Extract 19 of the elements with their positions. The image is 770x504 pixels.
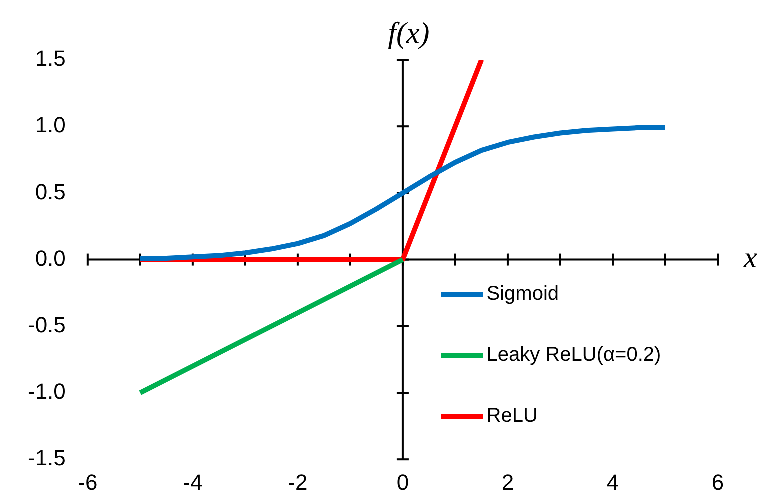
y-tick-label: 1.5 <box>35 46 66 72</box>
x-tick-label: -6 <box>78 470 98 495</box>
y-tick-label: 0.5 <box>35 179 66 204</box>
x-tick-label: -2 <box>288 470 308 495</box>
x-tick-label: 4 <box>606 470 620 495</box>
y-tick-label: -1.0 <box>28 379 66 404</box>
x-axis-title: x <box>743 242 758 275</box>
y-tick-label: 1.0 <box>35 112 66 138</box>
y-tick-label: -0.5 <box>28 312 66 338</box>
legend-label: ReLU <box>486 405 538 428</box>
legend-label: Sigmoid <box>486 283 560 306</box>
x-tick-label: 6 <box>712 470 724 495</box>
x-tick-label: -4 <box>183 470 203 495</box>
x-tick-label: 2 <box>502 470 514 495</box>
y-tick-label: 0.0 <box>35 246 66 271</box>
x-tick-label: 0 <box>396 470 410 495</box>
legend-label: Leaky ReLU(α=0.2) <box>486 344 662 368</box>
y-axis-title: f(x) <box>388 16 430 50</box>
y-tick-label: -1.5 <box>28 446 66 471</box>
